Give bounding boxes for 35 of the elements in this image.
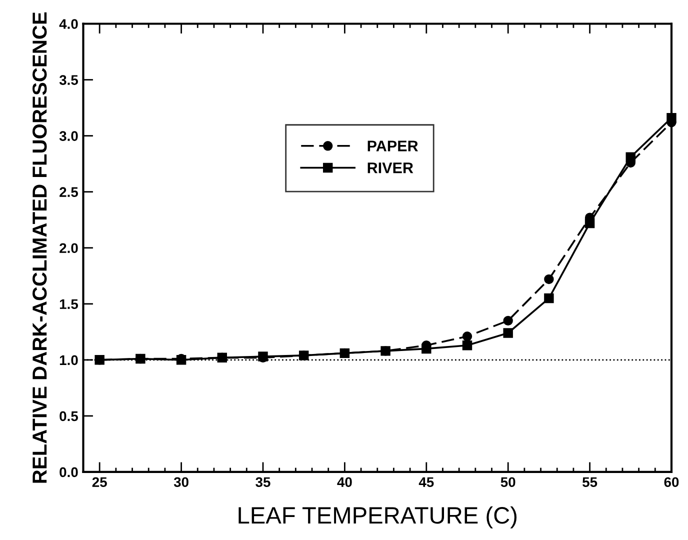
y-tick-label: 3.0	[59, 131, 78, 141]
x-axis-title: LEAF TEMPERATURE (C)	[238, 506, 517, 528]
x-tick-label: 50	[500, 477, 516, 488]
point	[503, 316, 513, 326]
point	[136, 354, 146, 364]
legend-label: RIVER	[368, 162, 414, 174]
y-tick-label: 0.0	[60, 467, 78, 478]
y-tick-label: 1.0	[60, 355, 78, 366]
point	[340, 348, 350, 358]
point	[626, 152, 636, 162]
point	[544, 274, 554, 284]
y-tick-label: 1.5	[60, 299, 78, 310]
point	[462, 340, 472, 350]
point	[462, 332, 472, 342]
point	[544, 293, 554, 304]
point	[94, 355, 104, 365]
x-tick-label: 45	[418, 477, 434, 488]
y-tick-label: 0.5	[60, 411, 78, 422]
x-tick-label: 40	[337, 477, 352, 488]
y-tick-label: 3.5	[59, 75, 78, 85]
x-tick-label: 25	[92, 477, 107, 488]
legend-label: PAPER	[368, 140, 418, 152]
y-tick-label: 2.5	[60, 187, 78, 198]
y-axis-title: RELATIVE DARK-ACCLIMATED FLUORESCENCE	[32, 12, 47, 483]
y-tick-label: 2.0	[60, 243, 78, 254]
x-tick-label: 55	[582, 477, 598, 488]
point	[298, 350, 309, 360]
point	[584, 218, 595, 228]
point	[217, 352, 227, 363]
y-tick-label: 4.0	[59, 19, 78, 29]
x-tick-label: 35	[256, 477, 270, 488]
x-tick-label: 60	[664, 477, 679, 488]
point	[422, 344, 432, 354]
x-tick-label: 30	[174, 477, 188, 488]
point	[503, 328, 513, 338]
